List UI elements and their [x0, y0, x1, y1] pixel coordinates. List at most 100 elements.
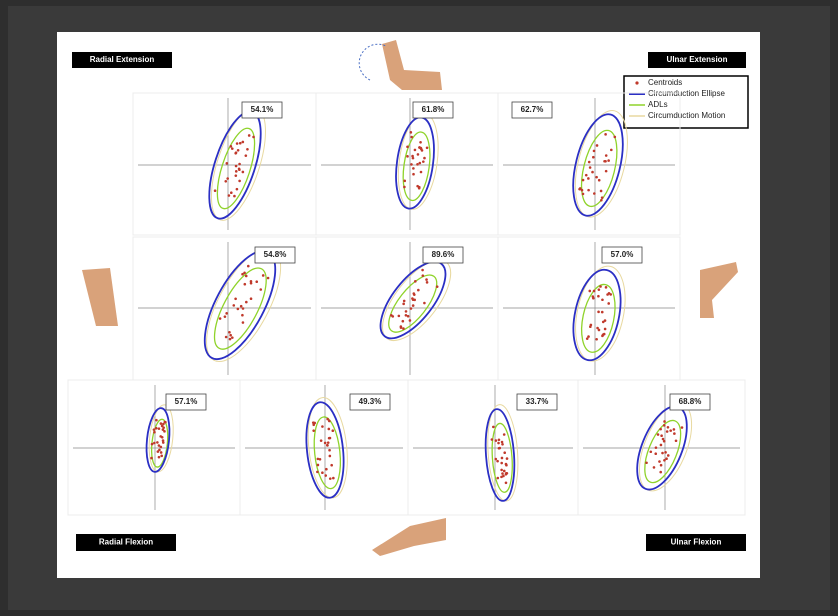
centroid	[321, 425, 324, 428]
centroid	[391, 315, 394, 318]
centroid	[595, 176, 598, 179]
centroid	[410, 131, 413, 134]
centroid	[659, 428, 662, 431]
centroid	[317, 464, 320, 467]
centroid	[238, 180, 241, 183]
centroid	[164, 421, 167, 424]
centroid	[604, 133, 607, 136]
centroid	[417, 289, 420, 292]
centroid	[325, 468, 328, 471]
centroid	[313, 422, 316, 425]
centroid	[592, 295, 595, 298]
centroid	[588, 290, 591, 293]
centroid	[231, 147, 234, 150]
centroid	[236, 142, 239, 145]
centroid	[613, 136, 616, 139]
centroid	[398, 315, 401, 318]
centroid	[324, 442, 327, 445]
centroid	[402, 303, 405, 306]
centroid	[653, 466, 656, 469]
centroid	[601, 298, 604, 301]
centroid	[595, 338, 598, 341]
centroid	[316, 471, 319, 474]
centroid	[669, 429, 672, 432]
centroid	[593, 150, 596, 153]
centroid	[161, 425, 164, 428]
centroid	[229, 334, 232, 337]
centroid	[155, 419, 158, 422]
centroid	[587, 189, 590, 192]
centroid	[600, 199, 603, 202]
centroid	[422, 274, 425, 277]
centroid	[418, 187, 421, 190]
centroid	[236, 188, 239, 191]
centroid	[667, 426, 670, 429]
centroid	[649, 450, 652, 453]
centroid	[235, 165, 238, 168]
corner-label: Ulnar Extension	[667, 55, 728, 64]
centroid	[503, 451, 506, 454]
centroid	[232, 304, 235, 307]
centroid	[660, 464, 663, 467]
centroid	[329, 477, 332, 480]
centroid	[663, 440, 666, 443]
centroid	[226, 177, 229, 180]
centroid	[233, 195, 236, 198]
centroid	[262, 274, 265, 277]
centroid	[601, 311, 604, 314]
centroid	[328, 449, 331, 452]
corner-label: Radial Extension	[90, 55, 155, 64]
centroid	[505, 481, 508, 484]
centroid	[226, 162, 229, 165]
centroid	[224, 315, 227, 318]
centroid	[666, 430, 669, 433]
centroid	[498, 438, 501, 441]
centroid	[416, 163, 419, 166]
centroid	[598, 179, 601, 182]
centroid	[243, 272, 246, 275]
centroid	[224, 180, 227, 183]
centroid	[425, 278, 428, 281]
centroid	[603, 160, 606, 163]
centroid	[228, 194, 231, 197]
centroid	[498, 447, 501, 450]
centroid	[607, 159, 610, 162]
centroid	[320, 439, 323, 442]
centroid	[153, 442, 156, 445]
centroid	[405, 310, 408, 313]
centroid	[244, 283, 247, 286]
centroid	[255, 280, 258, 283]
centroid	[497, 442, 500, 445]
centroid	[602, 321, 605, 324]
centroid	[605, 170, 608, 173]
centroid	[230, 145, 233, 148]
percent-label: 49.3%	[359, 397, 382, 406]
centroid	[420, 171, 423, 174]
centroid	[663, 424, 666, 427]
centroid	[326, 418, 329, 421]
centroid	[228, 331, 231, 334]
centroid	[245, 275, 248, 278]
centroid	[239, 142, 242, 145]
percent-label: 61.8%	[422, 105, 445, 114]
centroid	[252, 136, 255, 139]
centroid	[654, 452, 657, 455]
legend-swatch	[635, 81, 638, 84]
legend-label: ADLs	[648, 100, 668, 109]
centroid	[241, 314, 244, 317]
centroid	[406, 155, 409, 158]
centroid	[240, 305, 243, 308]
centroid	[593, 192, 596, 195]
centroid	[248, 134, 251, 137]
centroid	[660, 434, 663, 437]
centroid	[609, 293, 612, 296]
centroid	[500, 462, 503, 465]
centroid	[312, 429, 315, 432]
centroid	[326, 444, 329, 447]
centroid	[328, 428, 331, 431]
centroid	[501, 441, 504, 444]
centroid	[606, 293, 609, 296]
centroid	[496, 460, 499, 463]
centroid	[400, 326, 403, 329]
centroid	[407, 315, 410, 318]
